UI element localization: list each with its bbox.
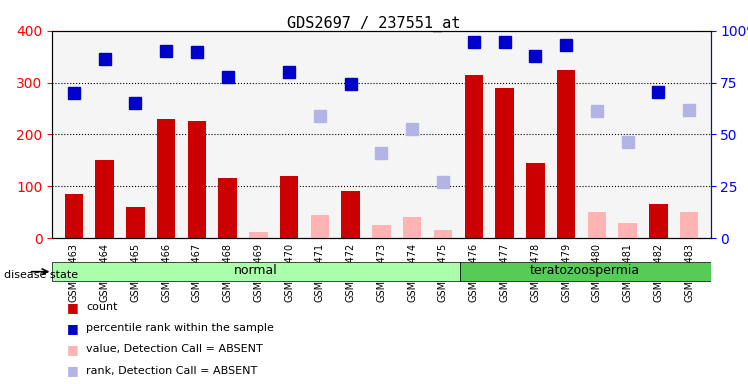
Bar [619,223,637,238]
Bar [434,230,453,238]
Text: teratozoospermia: teratozoospermia [530,264,640,277]
Text: value, Detection Call = ABSENT: value, Detection Call = ABSENT [86,344,263,354]
Bar [649,204,667,238]
Bar [588,212,606,238]
Text: ■: ■ [67,301,79,314]
Bar [526,163,545,238]
Bar [495,88,514,238]
Text: ■: ■ [67,322,79,335]
Text: ■: ■ [67,343,79,356]
Text: GDS2697 / 237551_at: GDS2697 / 237551_at [287,15,461,31]
Bar [280,176,298,238]
FancyBboxPatch shape [52,262,460,281]
Bar [680,212,699,238]
Bar [96,161,114,238]
Bar [126,207,144,238]
Text: count: count [86,302,117,312]
Bar [465,75,483,238]
Bar [249,232,268,238]
Bar [310,215,329,238]
Text: normal: normal [234,264,278,277]
FancyBboxPatch shape [460,262,711,281]
Bar [403,217,421,238]
Bar [188,121,206,238]
Text: disease state: disease state [4,270,78,280]
Bar [218,179,237,238]
Bar [157,119,175,238]
Bar [342,191,360,238]
Text: percentile rank within the sample: percentile rank within the sample [86,323,274,333]
Text: ■: ■ [67,364,79,377]
Bar [557,70,575,238]
Text: rank, Detection Call = ABSENT: rank, Detection Call = ABSENT [86,366,257,376]
Bar [373,225,390,238]
Bar [64,194,83,238]
